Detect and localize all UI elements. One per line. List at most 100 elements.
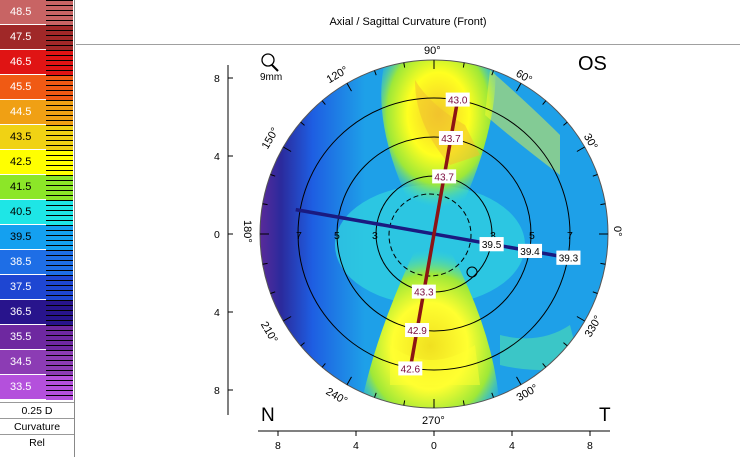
scale-step-ticks <box>46 325 73 350</box>
degree-label-240: 240° <box>324 386 350 408</box>
steep-meridian-value: 43.7 <box>438 130 463 145</box>
scale-step-ticks <box>46 275 73 300</box>
steep-meridian-value-text: 43.3 <box>414 288 434 299</box>
y-tick-label: 4 <box>214 307 220 319</box>
apex-marker <box>466 266 478 278</box>
ring-7mm <box>297 97 571 371</box>
rim-tick <box>592 174 598 177</box>
scale-step: 38.5 <box>0 250 74 275</box>
x-tick-label: 4 <box>353 440 359 452</box>
scale-step: 46.5 <box>0 50 74 75</box>
rim-tick <box>563 121 568 126</box>
magnifier-icon[interactable] <box>261 53 275 67</box>
degree-label-90: 90° <box>424 45 441 57</box>
flat-meridian-value: 39.3 <box>556 250 581 265</box>
eye-label: OS <box>578 53 607 75</box>
rim-tick <box>462 400 465 406</box>
rim-tick <box>270 174 276 177</box>
scale-step-label: 43.5 <box>0 125 46 149</box>
rim-tick <box>462 62 465 68</box>
steep-meridian-value: 43.3 <box>411 284 436 299</box>
x-tick-label: 0 <box>431 440 437 452</box>
scale-step: 33.5 <box>0 375 74 400</box>
scale-step-label: 37.5 <box>0 275 46 299</box>
ring-5mm <box>336 136 532 332</box>
scale-step: 48.5 <box>0 0 74 25</box>
scale-step-ticks <box>46 300 73 325</box>
scale-step: 44.5 <box>0 100 74 125</box>
scale-step: 37.5 <box>0 275 74 300</box>
scale-step-ticks <box>46 125 73 150</box>
scale-step-ticks <box>46 175 73 200</box>
ring-label-7-left: 7 <box>296 230 302 242</box>
y-tick-label: 8 <box>214 385 220 397</box>
scale-step-size[interactable]: 0.25 D <box>0 402 74 419</box>
degree-label-180: 180° <box>241 220 253 243</box>
ring-distance-labels: 7 5 3 3 5 7 <box>296 230 573 242</box>
scale-step: 41.5 <box>0 175 74 200</box>
scale-step: 40.5 <box>0 200 74 225</box>
rim-tick <box>542 363 547 368</box>
scale-step-label: 45.5 <box>0 75 46 99</box>
scale-step-ticks <box>46 0 73 25</box>
scale-step: 36.5 <box>0 300 74 325</box>
flat-meridian-value-text: 39.3 <box>559 254 579 265</box>
zoom-label: 9mm <box>260 72 282 83</box>
rim-tick <box>491 392 494 398</box>
x-axis: 8 4 0 4 8 <box>258 430 610 452</box>
rim-tick <box>542 100 547 105</box>
rim-tick <box>374 392 377 398</box>
scale-step-ticks <box>46 375 73 400</box>
pupil-outline <box>388 193 472 277</box>
rim-tick <box>321 100 326 105</box>
scale-step-ticks <box>46 225 73 250</box>
rim-tick <box>563 342 568 347</box>
rim-tick <box>283 146 292 152</box>
steep-meridian-value-text: 43.0 <box>448 96 468 107</box>
rim-tick <box>262 262 268 265</box>
rim-ticks <box>260 60 608 408</box>
scale-step: 34.5 <box>0 350 74 375</box>
scale-step-label: 33.5 <box>0 375 46 399</box>
scale-step: 39.5 <box>0 225 74 250</box>
y-tick-label: 4 <box>214 151 220 163</box>
x-tick-label: 4 <box>509 440 515 452</box>
rim-tick <box>300 342 305 347</box>
rim-tick <box>300 121 305 126</box>
scale-step-label: 40.5 <box>0 200 46 224</box>
color-scale: 48.5 47.5 46.5 45.5 44.5 43.5 42.5 41.5 40.5 39.5… <box>0 0 75 457</box>
rim-tick <box>600 262 606 265</box>
degree-label-270: 270° <box>422 415 445 427</box>
y-tick-label: 8 <box>214 73 220 85</box>
rim-tick <box>346 376 352 385</box>
scale-step-ticks <box>46 50 73 75</box>
rim-tick <box>592 291 598 294</box>
steep-meridian-value-text: 42.9 <box>407 326 427 337</box>
rim-tick <box>491 70 494 76</box>
scale-step: 43.5 <box>0 125 74 150</box>
ring-label-7-right: 7 <box>567 230 573 242</box>
rim-tick <box>516 83 522 92</box>
scale-step-ticks <box>46 75 73 100</box>
rim-tick <box>283 316 292 322</box>
rim-tick <box>262 203 268 206</box>
scale-step-label: 46.5 <box>0 50 46 74</box>
flat-meridian-value-text: 39.4 <box>520 247 540 258</box>
degree-label-150: 150° <box>260 126 282 152</box>
y-axis: 8 4 0 4 8 <box>214 65 233 415</box>
flat-meridian-value: 39.4 <box>518 243 543 258</box>
scale-step-label: 47.5 <box>0 25 46 49</box>
topography-plot[interactable]: 8 4 0 4 8 8 4 0 4 8 <box>200 45 630 457</box>
scale-step-label: 35.5 <box>0 325 46 349</box>
meridians: 37.738.638.939.539.439.343.043.743.743.3… <box>295 92 581 376</box>
rim-tick <box>403 62 406 68</box>
ring-label-3-right: 3 <box>490 230 496 242</box>
rim-tick <box>576 316 585 322</box>
zoom-control[interactable]: 9mm <box>260 53 282 83</box>
scale-type-label[interactable]: Rel <box>0 434 74 451</box>
scale-mode-label[interactable]: Curvature <box>0 418 74 435</box>
nasal-label: N <box>261 405 275 426</box>
rim-tick <box>346 83 352 92</box>
y-tick-label: 0 <box>214 229 220 241</box>
scale-step-label: 38.5 <box>0 250 46 274</box>
